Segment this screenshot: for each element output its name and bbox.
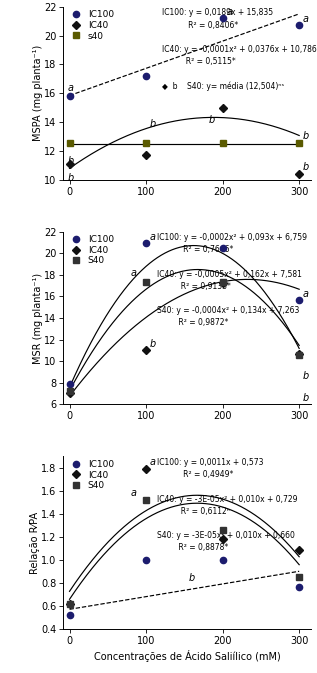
Text: a: a bbox=[226, 7, 232, 17]
Legend: IC100, IC40, s40: IC100, IC40, s40 bbox=[66, 9, 115, 42]
Text: a: a bbox=[68, 83, 74, 93]
Text: IC100: y = -0,0002x² + 0,093x + 6,759
           R² = 0,7646*

IC40: y = -0,0005: IC100: y = -0,0002x² + 0,093x + 6,759 R²… bbox=[157, 234, 307, 327]
Text: b: b bbox=[188, 573, 194, 583]
Text: b: b bbox=[68, 172, 74, 182]
Text: b: b bbox=[150, 119, 156, 129]
Text: b: b bbox=[209, 115, 215, 125]
X-axis label: Concentrações de Ácido Saliílico (mM): Concentrações de Ácido Saliílico (mM) bbox=[94, 650, 281, 662]
Text: b: b bbox=[303, 162, 309, 172]
Y-axis label: MSR (mg planta⁻¹): MSR (mg planta⁻¹) bbox=[33, 273, 42, 363]
Text: a: a bbox=[131, 268, 137, 278]
Legend: IC100, IC40, S40: IC100, IC40, S40 bbox=[66, 234, 115, 267]
Text: a: a bbox=[303, 14, 309, 24]
Text: b: b bbox=[68, 156, 74, 166]
Text: a: a bbox=[303, 289, 309, 299]
Legend: IC100, IC40, S40: IC100, IC40, S40 bbox=[66, 459, 115, 491]
Text: a: a bbox=[150, 232, 156, 242]
Text: b: b bbox=[303, 131, 309, 141]
Text: IC100: y = 0,0189x + 15,835
           R² = 0,8406*

IC40: y = -0,0001x² + 0,037: IC100: y = 0,0189x + 15,835 R² = 0,8406*… bbox=[162, 9, 317, 91]
Text: a: a bbox=[131, 488, 137, 498]
Text: b: b bbox=[303, 371, 309, 381]
Text: IC100: y = 0,0011x + 0,573
           R² = 0,4949*

IC40: y = -3E-05x² + 0,010x : IC100: y = 0,0011x + 0,573 R² = 0,4949* … bbox=[157, 458, 298, 552]
Text: b: b bbox=[150, 339, 156, 349]
Text: a: a bbox=[150, 457, 156, 466]
Text: b: b bbox=[303, 394, 309, 403]
Y-axis label: MSPA (mg planta⁻¹): MSPA (mg planta⁻¹) bbox=[33, 45, 42, 141]
Y-axis label: Relação R⁄PA: Relação R⁄PA bbox=[30, 511, 40, 574]
